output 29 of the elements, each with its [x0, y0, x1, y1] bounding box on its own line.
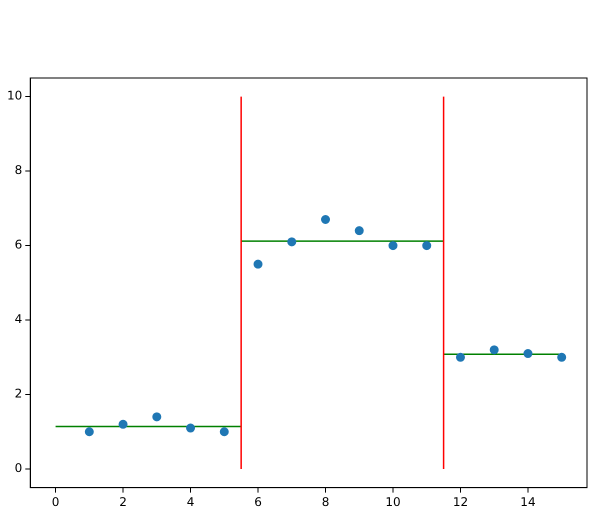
x-tick-label: 8	[322, 494, 330, 509]
point	[118, 420, 128, 429]
x-tick-label: 6	[254, 494, 262, 509]
point	[186, 424, 196, 433]
y-tick-label: 0	[14, 461, 22, 476]
y-tick-label: 6	[14, 238, 22, 252]
y-tick-label: 10	[6, 88, 22, 103]
point	[84, 427, 94, 436]
y-tick-label: 4	[14, 312, 22, 326]
x-tick-label: 2	[119, 494, 127, 509]
point	[354, 226, 364, 236]
point	[254, 260, 263, 269]
point	[388, 241, 398, 250]
x-tick-label: 12	[452, 494, 468, 509]
y-tick-label: 2	[14, 386, 22, 401]
point	[557, 352, 566, 362]
y-tick-label: 8	[14, 163, 22, 178]
point	[287, 237, 296, 246]
point	[490, 345, 499, 354]
x-tick-label: 10	[385, 494, 401, 509]
point	[321, 215, 330, 224]
point	[456, 352, 465, 362]
point	[422, 241, 432, 250]
x-tick-label: 4	[186, 494, 194, 509]
x-tick-label: 0	[52, 494, 60, 509]
point	[152, 412, 162, 422]
point	[220, 427, 229, 436]
point	[523, 349, 532, 358]
x-tick-label: 14	[520, 494, 536, 509]
